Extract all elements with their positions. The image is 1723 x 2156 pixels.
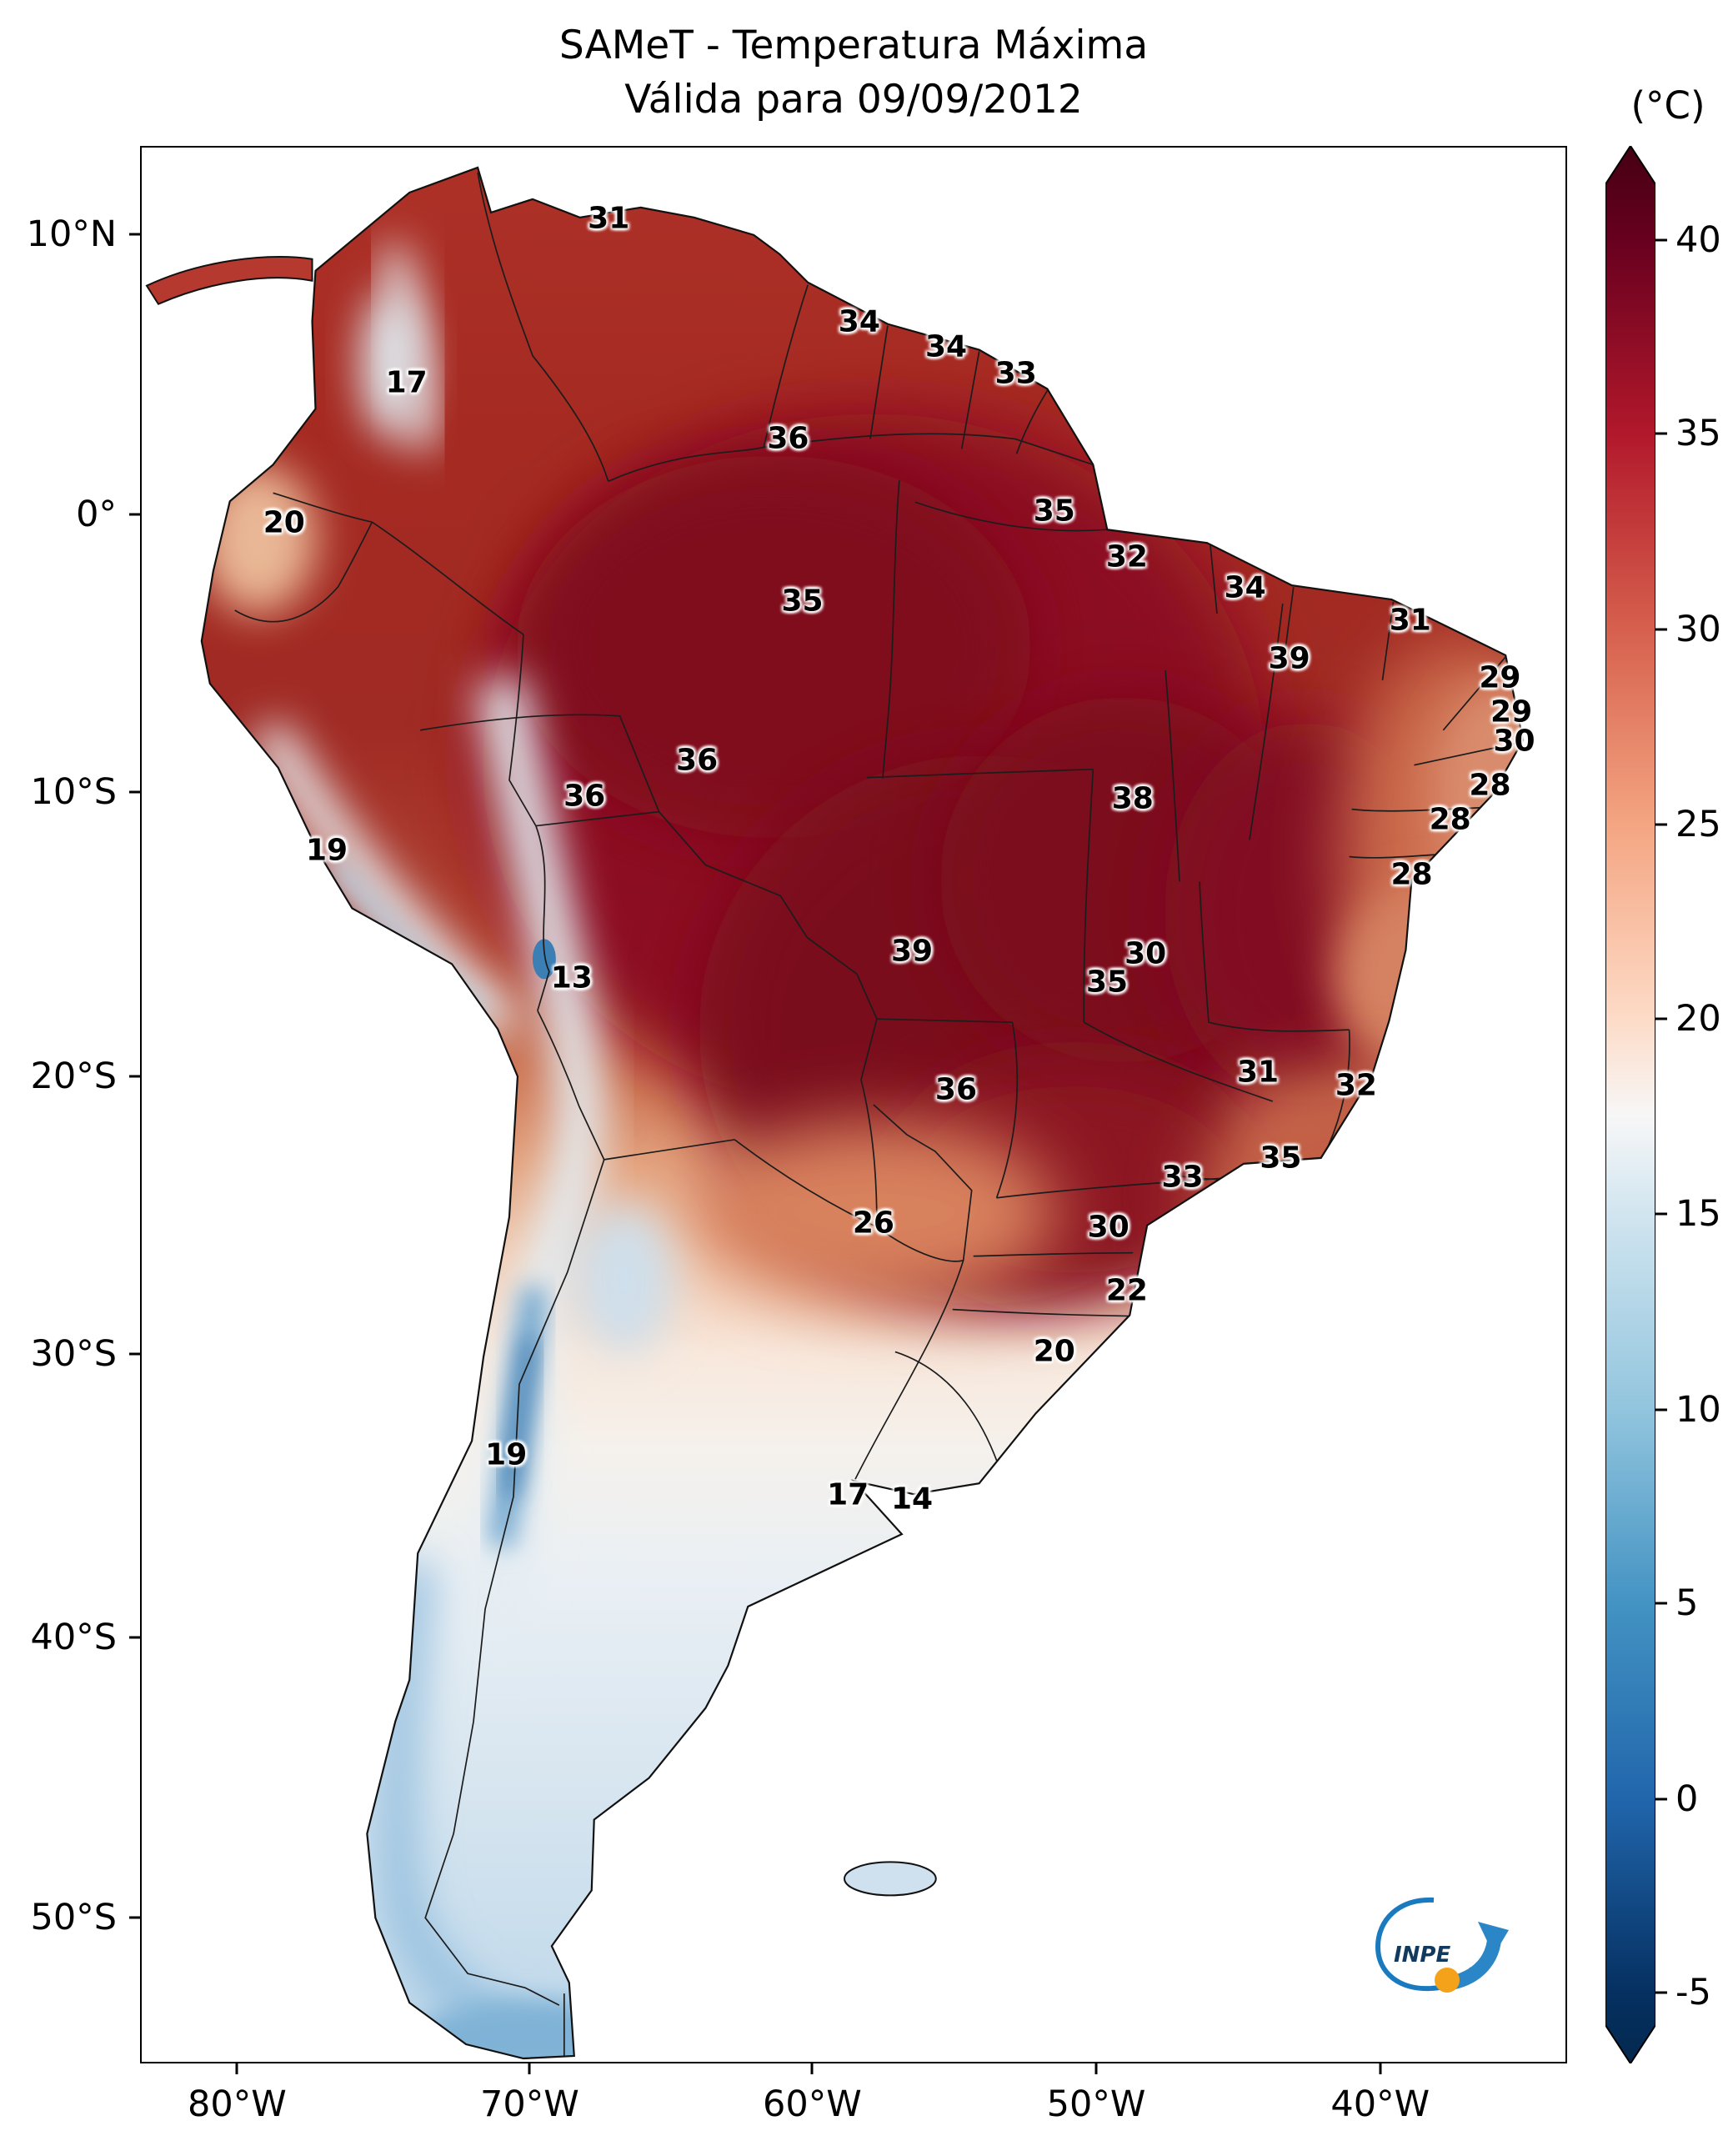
- title-line1: SAMeT - Temperatura Máxima: [558, 23, 1149, 68]
- colorbar-tick-label: 0: [1675, 1777, 1699, 1820]
- colorbar-tick-label: -5: [1675, 1971, 1711, 2013]
- lat-tick-mark: [129, 1636, 140, 1639]
- colorbar-tick-label: 40: [1675, 218, 1721, 261]
- temp-label: 35: [1260, 1141, 1302, 1176]
- colorbar-ticks: 40 35 30 25 20 15 10 5 0 -5: [1605, 146, 1723, 2063]
- lon-tick-label: 60°W: [762, 2083, 862, 2125]
- longitude-axis: 80°W 70°W 60°W 50°W 40°W: [140, 2063, 1567, 2138]
- latitude-axis: 10°N 0° 10°S 20°S 30°S 40°S 50°S: [0, 146, 140, 2063]
- temp-label: 39: [1268, 641, 1310, 676]
- colorbar-tick-label: 25: [1675, 804, 1721, 846]
- temp-label: 28: [1390, 857, 1433, 892]
- lon-tick-mark: [1094, 2063, 1098, 2074]
- temp-label: 32: [1335, 1068, 1377, 1103]
- title-line2: Válida para 09/09/2012: [624, 77, 1083, 123]
- lat-tick-label: 10°S: [30, 771, 117, 814]
- temp-label: 34: [1224, 570, 1266, 605]
- lon-tick-mark: [810, 2063, 814, 2074]
- colorbar: 40 35 30 25 20 15 10 5 0 -5: [1605, 146, 1721, 2063]
- colorbar-tick-mark: [1655, 1017, 1667, 1020]
- temp-label: 20: [263, 505, 305, 540]
- colorbar-tick-mark: [1655, 628, 1667, 631]
- temp-label: 26: [852, 1206, 894, 1241]
- temp-label: 29: [1490, 694, 1533, 730]
- colorbar-tick-label: 20: [1675, 997, 1721, 1040]
- lon-tick-label: 70°W: [480, 2083, 579, 2125]
- temp-label: 30: [1124, 936, 1167, 971]
- colorbar-tick-label: 30: [1675, 608, 1721, 650]
- map-plot-area: 31 34 34 33 17 36 20 35 32 35 34 31 39 29 29 30 28 36 36 38…: [140, 146, 1567, 2063]
- lat-tick-mark: [129, 790, 140, 794]
- lat-tick-mark: [129, 1352, 140, 1356]
- temp-label: 33: [1161, 1160, 1204, 1195]
- lat-tick-label: 20°S: [30, 1055, 117, 1097]
- inpe-logo: INPE: [1375, 1897, 1509, 1993]
- temp-label: 36: [767, 421, 809, 456]
- colorbar-unit-label: (°C): [1630, 83, 1705, 128]
- lon-tick-mark: [1379, 2063, 1382, 2074]
- colorbar-tick-mark: [1655, 1798, 1667, 1801]
- temp-label: 36: [563, 779, 606, 814]
- temp-label: 38: [1111, 781, 1154, 816]
- temp-label: 13: [550, 960, 593, 995]
- temp-label: 20: [1033, 1334, 1075, 1369]
- lon-tick-mark: [235, 2063, 238, 2074]
- colorbar-tick-mark: [1655, 1991, 1667, 1994]
- south-america-map: [145, 166, 1525, 2060]
- temp-label: 35: [1085, 965, 1129, 1000]
- temp-label: 36: [676, 743, 719, 778]
- colorbar-tick-label: 15: [1675, 1193, 1721, 1236]
- inpe-logo-text: INPE: [1394, 1943, 1450, 1968]
- temperature-labels-layer: 31 34 34 33 17 36 20 35 32 35 34 31 39 29 29 30 28 36 36 38…: [142, 148, 1565, 2062]
- lon-tick-label: 80°W: [188, 2083, 287, 2125]
- temp-label: 28: [1429, 802, 1471, 837]
- colorbar-tick-mark: [1655, 432, 1667, 435]
- temp-label: 33: [994, 356, 1037, 391]
- lon-tick-label: 40°W: [1330, 2083, 1430, 2125]
- colorbar-tick-label: 10: [1675, 1388, 1721, 1431]
- temp-label: 17: [827, 1477, 869, 1512]
- colorbar-tick-mark: [1655, 238, 1667, 242]
- lat-tick-mark: [129, 1916, 140, 1919]
- colorbar-tick-mark: [1655, 1408, 1667, 1411]
- panama-strip: [145, 256, 313, 305]
- temp-label: 19: [305, 833, 348, 868]
- temp-label: 32: [1105, 539, 1148, 574]
- temp-label: 31: [1389, 603, 1431, 638]
- lat-tick-mark: [129, 233, 140, 236]
- temp-label: 22: [1105, 1273, 1148, 1308]
- map-title: SAMeT - Temperatura Máxima Válida para 0…: [140, 18, 1567, 127]
- colorbar-tick-label: 5: [1675, 1582, 1699, 1624]
- temp-label: 34: [838, 304, 880, 339]
- temp-label: 35: [781, 584, 824, 619]
- lon-tick-mark: [528, 2063, 531, 2074]
- temp-label: 14: [890, 1482, 934, 1517]
- temp-label: 29: [1479, 660, 1521, 695]
- temp-label: 28: [1469, 768, 1511, 803]
- lat-tick-label: 50°S: [30, 1897, 117, 1939]
- temp-label: 30: [1087, 1210, 1129, 1245]
- temp-label: 19: [485, 1437, 528, 1472]
- temp-label: 34: [924, 329, 968, 364]
- lat-tick-label: 30°S: [30, 1333, 117, 1375]
- temp-label: 35: [1033, 494, 1075, 529]
- temp-label: 31: [1237, 1055, 1280, 1090]
- temp-label: 31: [588, 201, 630, 236]
- lat-tick-mark: [129, 513, 140, 516]
- lat-tick-label: 40°S: [30, 1617, 117, 1659]
- lat-tick-label: 10°N: [26, 213, 117, 255]
- colorbar-gradient-bar: [1605, 146, 1655, 2063]
- colorbar-tick-mark: [1655, 1602, 1667, 1605]
- lat-tick-label: 0°: [76, 493, 117, 535]
- temp-label: 17: [385, 365, 428, 400]
- colorbar-tick-label: 35: [1675, 413, 1721, 454]
- colorbar-tick-mark: [1655, 823, 1667, 826]
- colorbar-tick-mark: [1655, 1212, 1667, 1216]
- lat-tick-mark: [129, 1075, 140, 1077]
- temp-label: 39: [890, 934, 934, 969]
- island: [844, 1861, 937, 1897]
- temp-label: 30: [1493, 724, 1535, 759]
- lon-tick-label: 50°W: [1046, 2083, 1146, 2125]
- temp-label: 36: [934, 1072, 978, 1107]
